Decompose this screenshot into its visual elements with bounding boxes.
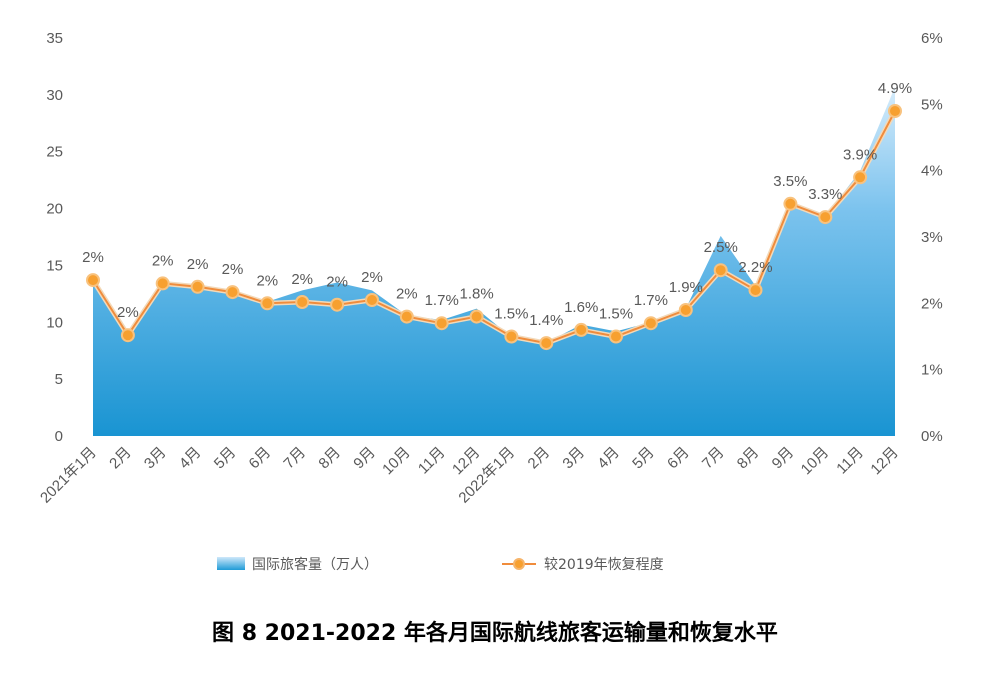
right-tick-label: 4% [921, 163, 943, 180]
legend-area-swatch [217, 557, 245, 570]
line-point [748, 283, 763, 298]
area-series [93, 86, 895, 437]
line-point [260, 296, 275, 311]
data-label: 1.6% [564, 299, 598, 316]
line-point [155, 276, 170, 291]
line-point [678, 303, 693, 317]
left-axis: 0 5 10 15 20 25 30 35 [46, 30, 63, 445]
line-point [434, 316, 449, 331]
data-label: 2.5% [704, 239, 738, 256]
data-label: 3.5% [773, 173, 807, 190]
right-tick-label: 3% [921, 229, 943, 246]
x-tick-label: 6月 [246, 444, 275, 473]
x-tick-label: 8月 [734, 444, 763, 473]
right-tick-label: 6% [921, 30, 943, 47]
legend: 国际旅客量（万人） 较2019年恢复程度 [217, 556, 664, 573]
line-point [853, 170, 868, 185]
x-tick-label: 2月 [525, 444, 554, 473]
legend-area-label: 国际旅客量（万人） [252, 556, 378, 573]
data-label: 2% [396, 286, 418, 303]
left-tick-label: 0 [55, 428, 63, 445]
line-series [86, 104, 902, 351]
x-tick-label: 11月 [415, 444, 449, 478]
line-point [504, 329, 519, 344]
x-tick-label: 3月 [560, 444, 589, 473]
data-label: 2% [82, 249, 104, 266]
x-tick-label: 2月 [106, 444, 135, 473]
x-tick-label: 12月 [867, 444, 901, 478]
x-tick-label: 4月 [176, 444, 205, 473]
x-tick-label: 3月 [141, 444, 170, 473]
line-point [609, 329, 623, 344]
right-tick-label: 1% [921, 362, 943, 379]
data-label: 3.9% [843, 146, 877, 163]
legend-line-label: 较2019年恢复程度 [544, 556, 664, 573]
x-tick-label: 5月 [629, 444, 658, 473]
x-tick-label: 8月 [315, 444, 344, 473]
data-label: 2% [222, 261, 244, 278]
data-label: 4.9% [878, 80, 912, 97]
line-point [330, 297, 345, 312]
right-tick-label: 5% [921, 96, 943, 113]
line-point [574, 322, 589, 337]
line-point [86, 273, 100, 288]
line-point [539, 336, 554, 351]
x-tick-label: 9月 [769, 444, 798, 473]
data-label: 2% [117, 304, 139, 321]
data-labels: 2%2%2% 2% 2%2% 2% 2% 2%2% 1.7% 1.8%1.5% 1.4%1.6%… [82, 80, 912, 329]
data-label: 1.5% [599, 306, 633, 323]
x-tick-label: 7月 [281, 444, 310, 473]
legend-line-marker [513, 558, 525, 570]
data-label: 2% [256, 272, 278, 289]
data-label: 3.3% [808, 186, 842, 203]
left-tick-label: 25 [46, 144, 63, 161]
x-tick-label: 10月 [798, 444, 832, 478]
line-point [190, 279, 205, 294]
line-point [120, 328, 135, 343]
data-label: 1.7% [425, 292, 459, 309]
x-tick-label: 5月 [211, 444, 240, 473]
data-label: 1.4% [529, 312, 563, 329]
x-tick-label: 6月 [664, 444, 693, 473]
line-point [469, 309, 484, 324]
left-tick-label: 15 [46, 257, 63, 274]
data-label: 1.8% [459, 286, 493, 303]
area-fill [93, 86, 895, 437]
left-tick-label: 30 [46, 87, 63, 104]
x-tick-label: 10月 [379, 444, 413, 478]
x-tick-label: 2021年1月 [37, 444, 100, 507]
data-label: 2% [152, 252, 174, 269]
right-tick-label: 0% [921, 428, 943, 445]
left-tick-label: 35 [46, 30, 63, 47]
x-tick-label: 11月 [833, 444, 867, 478]
data-label: 2.2% [738, 259, 772, 276]
data-label: 2% [291, 271, 313, 288]
data-label: 1.7% [634, 292, 668, 309]
line-point [888, 104, 902, 118]
x-tick-label: 4月 [594, 444, 623, 473]
data-label: 2% [326, 274, 348, 291]
line-point [713, 263, 728, 278]
line-point [295, 295, 310, 309]
line-point [365, 293, 379, 307]
data-label: 1.5% [494, 306, 528, 323]
left-tick-label: 10 [46, 314, 63, 331]
line-point [818, 210, 833, 225]
line-point [399, 309, 414, 324]
right-tick-label: 2% [921, 295, 943, 312]
line-point [225, 285, 240, 300]
left-tick-label: 5 [55, 371, 63, 388]
data-label: 2% [361, 269, 383, 286]
x-tick-label: 7月 [699, 444, 728, 473]
line-point [643, 316, 658, 331]
data-label: 1.9% [669, 279, 703, 296]
line-point [783, 196, 798, 211]
data-label: 2% [187, 256, 209, 273]
right-axis: 0% 1% 2% 3% 4% 5% 6% [921, 30, 943, 445]
figure-caption: 图 8 2021-2022 年各月国际航线旅客运输量和恢复水平 [212, 620, 778, 646]
x-tick-label: 9月 [350, 444, 379, 473]
left-tick-label: 20 [46, 201, 63, 218]
